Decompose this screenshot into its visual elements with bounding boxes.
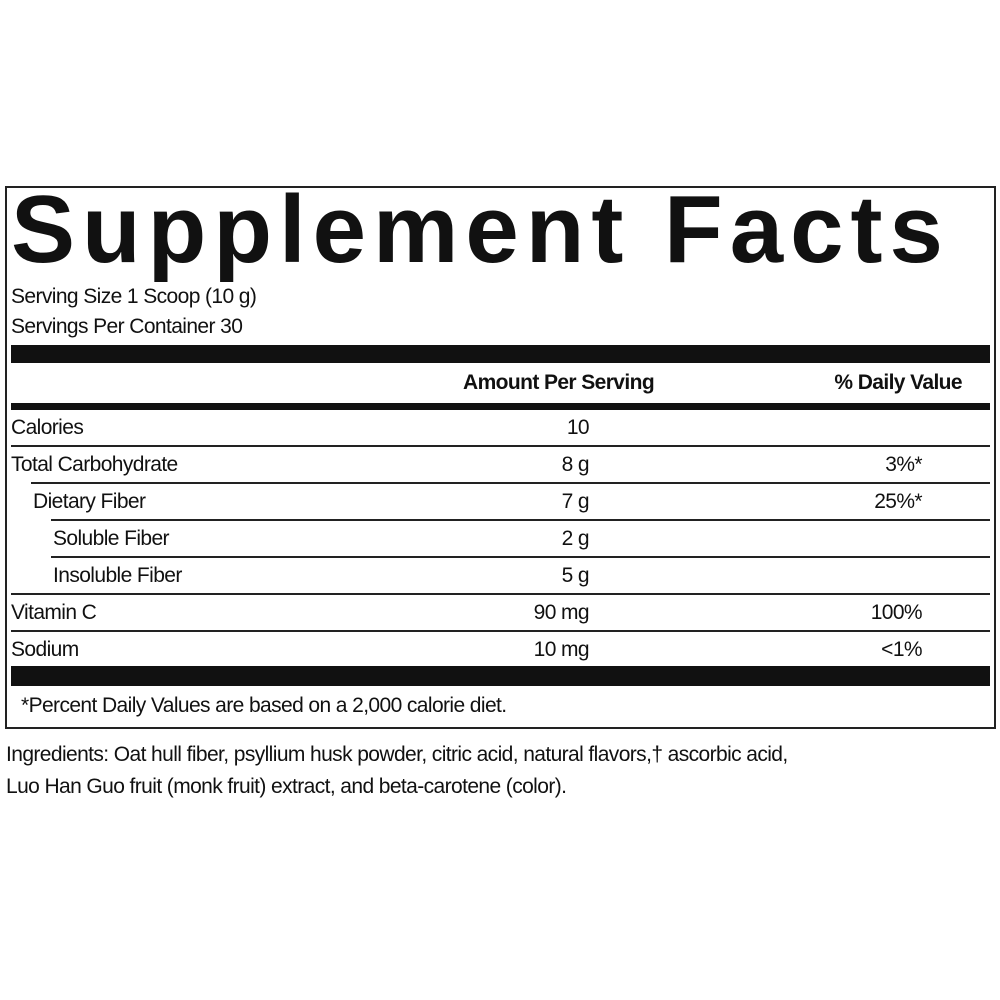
row-divider [31, 482, 990, 484]
serving-size: Serving Size 1 Scoop (10 g) [11, 285, 257, 308]
nutrient-daily-value: 25%* [874, 490, 922, 513]
nutrient-name: Insoluble Fiber [53, 564, 182, 587]
nutrient-name: Dietary Fiber [33, 490, 146, 513]
servings-per-container: Servings Per Container 30 [11, 315, 243, 338]
ingredients-line-1: Ingredients: Oat hull fiber, psyllium hu… [6, 743, 788, 766]
nutrient-name: Sodium [11, 638, 79, 661]
panel-title: Supplement Facts [11, 176, 950, 283]
row-divider [11, 630, 990, 632]
nutrient-amount: 5 g [561, 564, 590, 587]
nutrient-daily-value: 100% [870, 601, 923, 624]
row-divider [11, 593, 990, 595]
footnote: *Percent Daily Values are based on a 2,0… [21, 694, 507, 717]
nutrient-amount: 2 g [561, 527, 590, 550]
nutrient-amount: 7 g [561, 490, 590, 513]
nutrient-name: Vitamin C [11, 601, 97, 624]
nutrient-daily-value: 3%* [885, 453, 922, 476]
thick-divider-bottom [11, 666, 990, 686]
nutrient-amount: 90 mg [533, 601, 590, 624]
header-divider [11, 403, 990, 410]
nutrient-daily-value: <1% [881, 638, 922, 661]
row-divider [11, 445, 990, 447]
nutrient-amount: 10 [566, 416, 590, 439]
nutrient-name: Soluble Fiber [53, 527, 170, 550]
supplement-facts-panel: Supplement Facts Serving Size 1 Scoop (1… [5, 180, 996, 729]
nutrient-name: Total Carbohydrate [11, 453, 178, 476]
thick-divider [11, 345, 990, 363]
nutrient-amount: 8 g [561, 453, 590, 476]
amount-header: Amount Per Serving [463, 371, 655, 394]
row-divider [51, 556, 990, 558]
nutrient-amount: 10 mg [533, 638, 590, 661]
ingredients-line-2: Luo Han Guo fruit (monk fruit) extract, … [6, 775, 567, 798]
daily-value-header: % Daily Value [834, 371, 962, 394]
row-divider [51, 519, 990, 521]
nutrient-name: Calories [11, 416, 84, 439]
